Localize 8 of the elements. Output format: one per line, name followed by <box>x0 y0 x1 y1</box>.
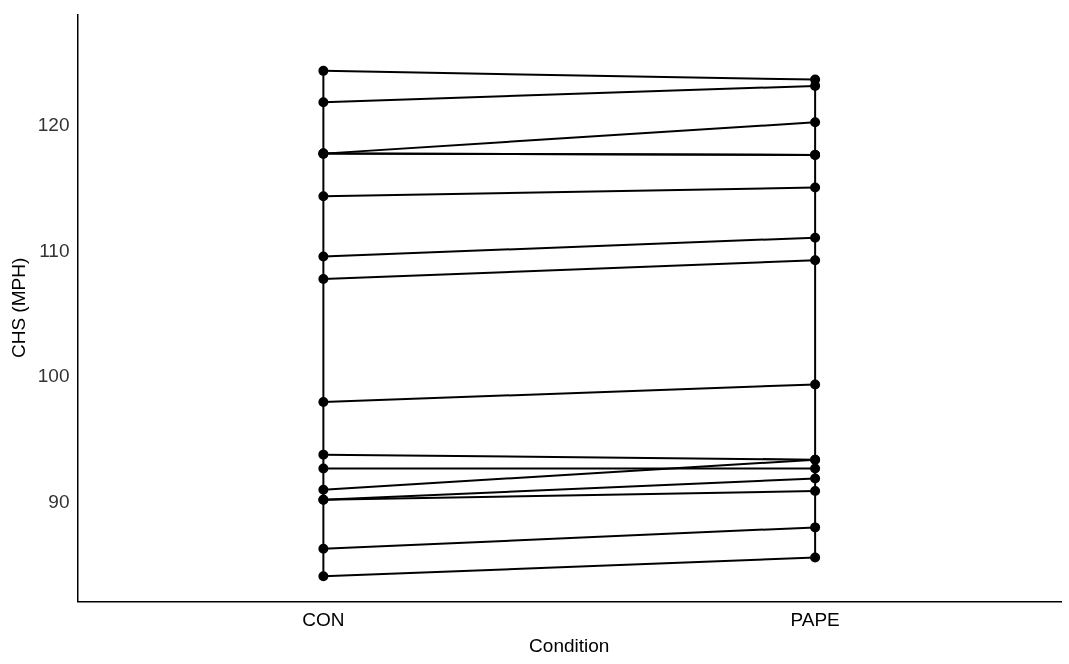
y-tick-label: 110 <box>39 239 70 261</box>
x-axis-title: Condition <box>529 634 610 656</box>
y-tick-label: 100 <box>37 365 70 387</box>
y-axis-title: CHS (MPH) <box>7 257 29 359</box>
y-tick-label: 120 <box>37 114 70 136</box>
x-tick-label: PAPE <box>790 609 840 631</box>
y-tick-label: 90 <box>48 490 70 512</box>
x-tick-label: CON <box>302 609 345 631</box>
